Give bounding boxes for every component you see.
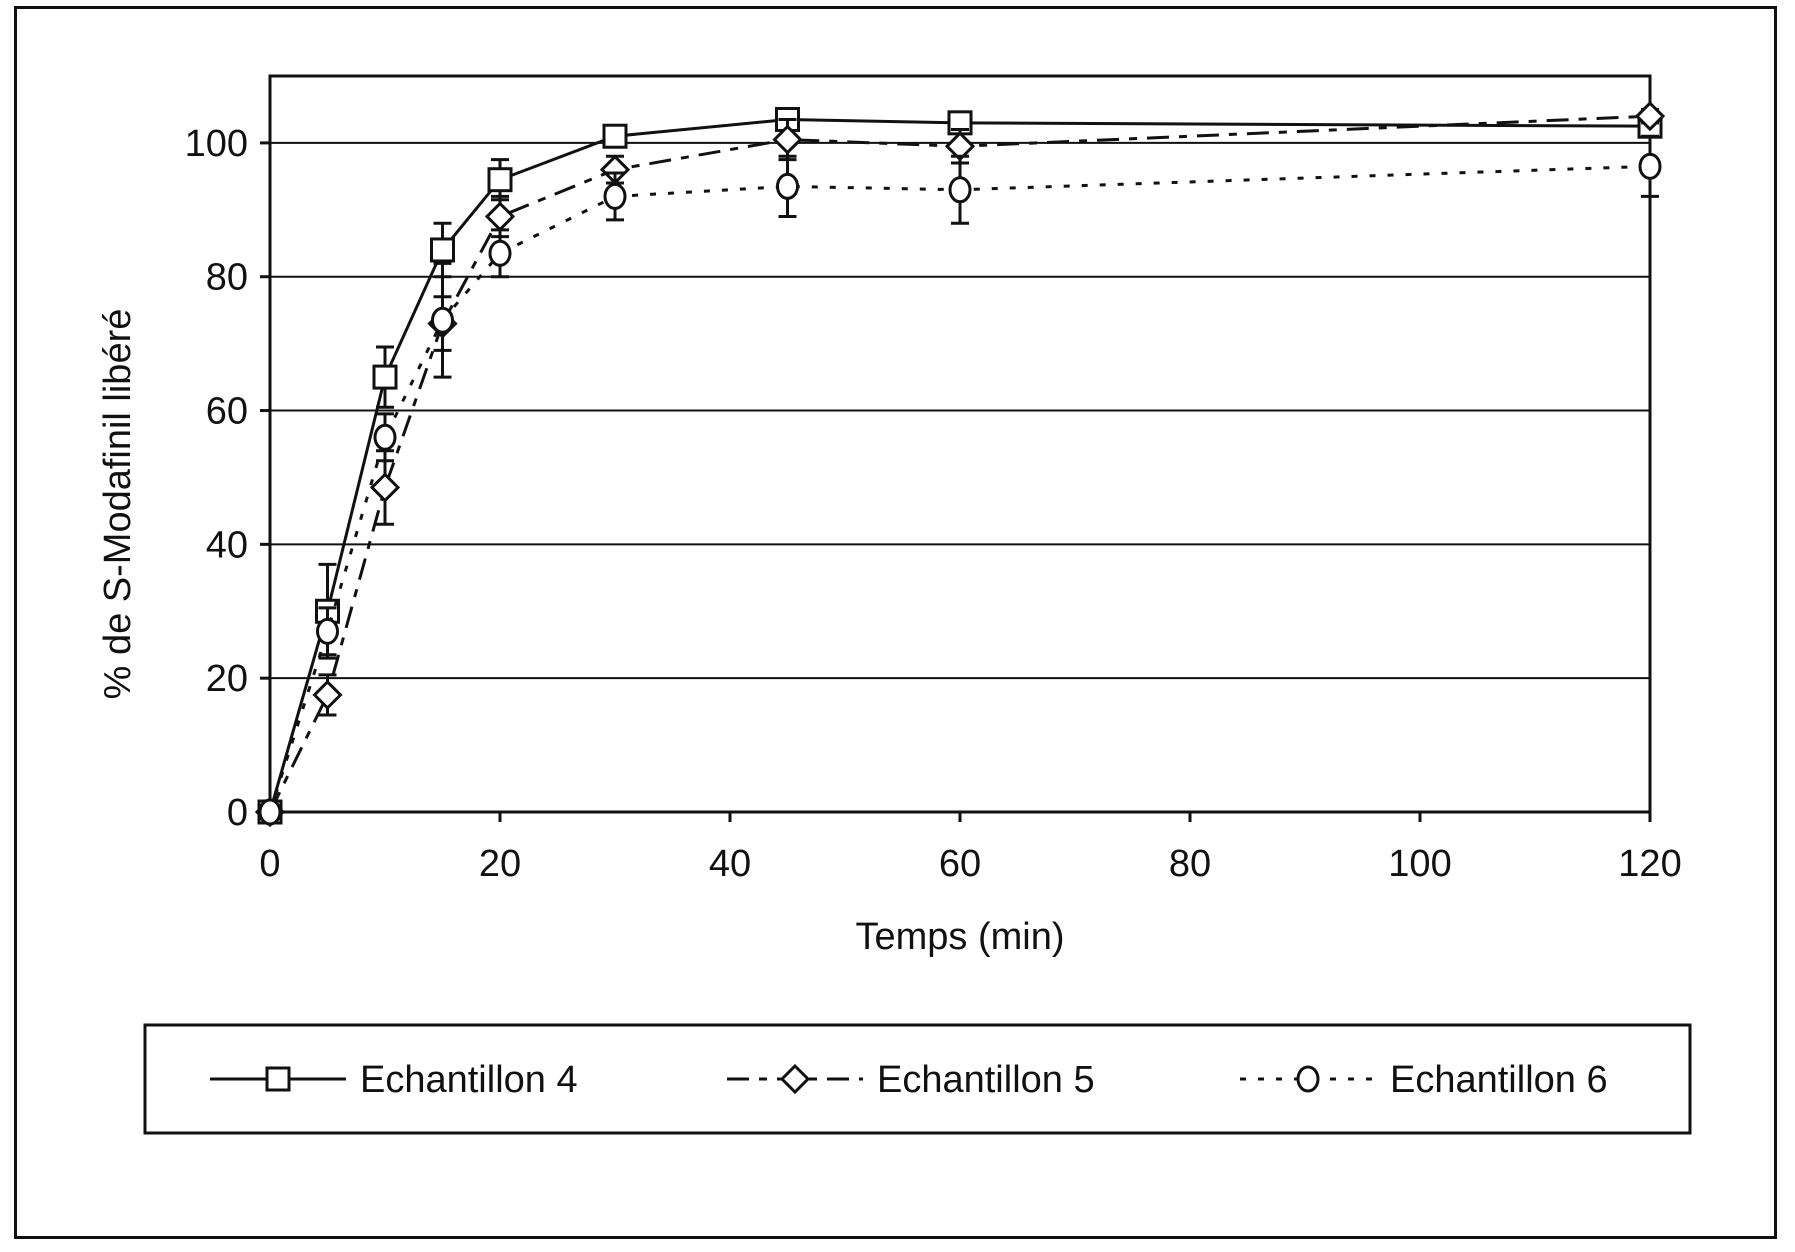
x-tick-label: 40: [709, 843, 751, 885]
legend-box: [143, 1023, 1692, 1135]
data-point: [372, 364, 398, 390]
x-tick-label: 80: [1169, 843, 1211, 885]
data-point: [373, 423, 397, 451]
data-point: [258, 798, 282, 826]
data-point: [1634, 101, 1666, 132]
legend-entry: Echantillon 6: [1240, 1059, 1608, 1101]
series-line: [268, 114, 1651, 813]
y-tick-label: 40: [206, 524, 248, 566]
y-tick-label: 100: [185, 123, 248, 165]
data-point: [484, 201, 516, 232]
data-point: [312, 679, 343, 711]
legend-marker: [265, 1066, 291, 1092]
x-tick-label: 20: [479, 843, 521, 885]
x-axis-title: Temps (min): [855, 916, 1064, 958]
legend-marker: [1296, 1065, 1320, 1093]
data-point: [772, 124, 803, 155]
y-axis-title: % de S-Modafinil libéré: [97, 309, 139, 700]
data-point: [488, 239, 512, 267]
data-point: [369, 472, 401, 503]
legend-marker: [779, 1063, 811, 1095]
legend-label: Echantillon 5: [877, 1059, 1095, 1101]
data-point: [431, 306, 454, 334]
data-point: [776, 172, 799, 200]
legend: Echantillon 4 Echantillon 5 Echantillon 6: [143, 1023, 1692, 1135]
legend-entry: Echantillon 5: [727, 1059, 1095, 1101]
x-tick-label: 60: [939, 843, 981, 885]
series-1: [257, 106, 1663, 825]
data-point: [603, 182, 627, 210]
legend-label: Echantillon 4: [360, 1059, 578, 1101]
series-line: [268, 164, 1651, 813]
data-point: [1638, 152, 1662, 180]
x-tick-label: 0: [259, 843, 280, 885]
x-axis: 0 20 40 60 80 100 120: [259, 812, 1682, 885]
data-point: [948, 176, 972, 204]
legend-entry: Echantillon 4: [210, 1059, 578, 1101]
y-tick-label: 60: [206, 391, 248, 433]
y-tick-label: 0: [227, 792, 248, 834]
data-point: [487, 167, 513, 193]
y-axis: 0 20 40 60 80 100: [185, 123, 270, 834]
y-tick-label: 80: [206, 257, 248, 299]
data-point: [316, 617, 339, 645]
series-3: [258, 134, 1662, 826]
x-tick-label: 120: [1618, 843, 1681, 885]
legend-label: Echantillon 6: [1390, 1059, 1608, 1101]
legend-entries: Echantillon 4 Echantillon 5 Echantillon 6: [210, 1059, 1608, 1101]
x-tick-label: 100: [1388, 843, 1451, 885]
data-point: [430, 237, 455, 263]
data-point: [602, 123, 628, 149]
y-tick-label: 20: [206, 658, 248, 700]
series-layer: [254, 101, 1666, 828]
